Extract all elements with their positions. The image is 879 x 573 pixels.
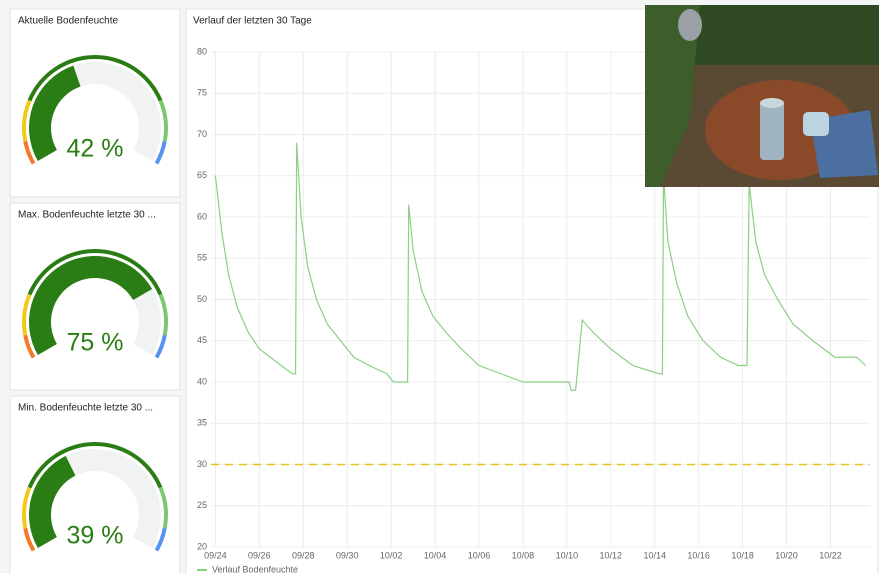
threshold-band [27, 55, 163, 102]
threshold-band [158, 293, 168, 336]
panel-title: Max. Bodenfeuchte letzte 30 ... [18, 210, 156, 221]
y-tick-label: 75 [197, 88, 207, 98]
threshold-band [158, 99, 168, 142]
x-tick-label: 10/12 [600, 550, 623, 560]
threshold-band [154, 334, 167, 359]
y-tick-label: 40 [197, 376, 207, 386]
y-tick-label: 30 [197, 459, 207, 469]
photo [645, 5, 879, 187]
x-tick-label: 09/24 [204, 550, 227, 560]
threshold-band [154, 527, 167, 552]
threshold-band [21, 486, 32, 529]
y-tick-label: 45 [197, 335, 207, 345]
photo-object [678, 9, 702, 41]
gauge-bar [29, 256, 153, 355]
x-tick-label: 10/04 [424, 550, 447, 560]
y-tick-label: 35 [197, 418, 207, 428]
legend-label: Verlauf Bodenfeuchte [212, 564, 298, 573]
photo-cap [803, 112, 829, 136]
x-tick-label: 10/22 [819, 550, 842, 560]
y-tick-label: 50 [197, 294, 207, 304]
threshold-band [154, 140, 167, 165]
x-tick-label: 10/06 [468, 550, 491, 560]
y-tick-label: 20 [197, 541, 207, 551]
x-tick-label: 10/02 [380, 550, 403, 560]
gauge-bar [28, 455, 76, 548]
plot: 20 25 30 35 40 45 50 55 60 65 70 75 80 09/24 09/26 09/2… [197, 46, 870, 573]
x-tick-label: 09/28 [292, 550, 315, 560]
x-tick-label: 10/14 [643, 550, 666, 560]
x-tick-label: 10/08 [512, 550, 535, 560]
threshold-band [21, 99, 32, 142]
y-tick-label: 55 [197, 253, 207, 263]
x-tick-label: 09/26 [248, 550, 271, 560]
x-tick-label: 10/18 [731, 550, 754, 560]
gauge-value: 42 % [67, 135, 124, 163]
x-tick-label: 09/30 [336, 550, 359, 560]
threshold-band [27, 248, 163, 296]
x-tick-label: 10/20 [775, 550, 798, 560]
x-tick-label: 10/10 [556, 550, 579, 560]
threshold-band [158, 486, 168, 529]
panel-title: Min. Bodenfeuchte letzte 30 ... [18, 403, 153, 414]
y-tick-label: 25 [197, 500, 207, 510]
threshold-band [21, 293, 32, 336]
photo-grass [645, 5, 700, 187]
photo-pipe-top [760, 98, 784, 108]
threshold-band [27, 442, 163, 489]
gauge-bar [28, 65, 81, 161]
data-line [214, 142, 867, 391]
threshold-band [23, 140, 36, 165]
y-tick-label: 60 [197, 211, 207, 221]
panel-title: Verlauf der letzten 30 Tage [193, 16, 312, 27]
threshold-band [23, 527, 36, 552]
y-tick-label: 65 [197, 170, 207, 180]
x-tick-label: 10/16 [687, 550, 710, 560]
panel-title: Aktuelle Bodenfeuchte [18, 16, 119, 27]
gauge-value: 39 % [67, 522, 124, 550]
gauges: Aktuelle Bodenfeuchte 42 % Max. Bodenfeuch… [18, 16, 168, 552]
y-tick-label: 70 [197, 129, 207, 139]
y-tick-label: 80 [197, 46, 207, 56]
photo-pipe [760, 100, 784, 160]
gauge-value: 75 % [67, 329, 124, 357]
threshold-band [23, 334, 36, 359]
